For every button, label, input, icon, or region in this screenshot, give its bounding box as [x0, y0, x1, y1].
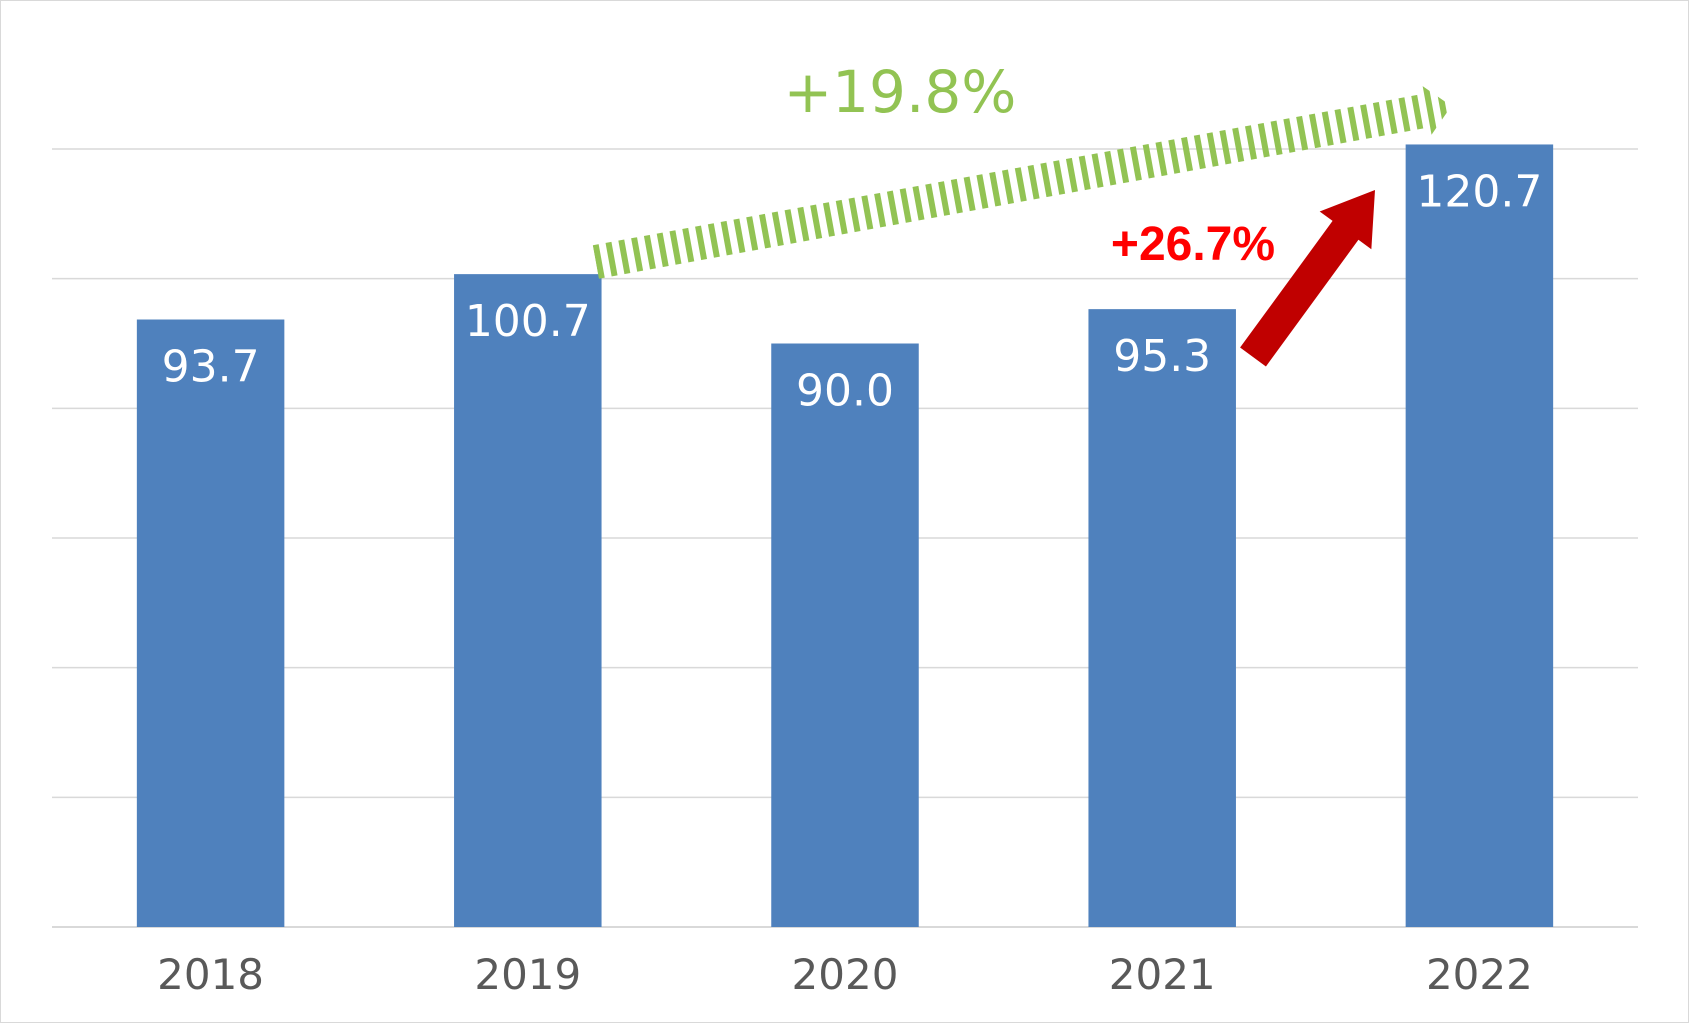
data-label-2018: 93.7: [162, 342, 260, 393]
bar-2019: [454, 274, 602, 928]
x-tick-2021: 2021: [1109, 950, 1216, 999]
annotation-total-growth: +19.8%: [784, 58, 1017, 126]
data-label-2021: 95.3: [1113, 331, 1211, 382]
x-tick-2018: 2018: [157, 950, 264, 999]
x-axis-tick-labels: 2018 2019 2020 2021 2022: [157, 950, 1533, 999]
solid-arrow-body: [1240, 189, 1375, 367]
data-label-2020: 90.0: [796, 366, 894, 417]
x-tick-2019: 2019: [474, 950, 581, 999]
bar-2022: [1405, 144, 1554, 927]
data-label-2022: 120.7: [1416, 166, 1542, 217]
bar-value-labels: 93.7 100.7 90.0 95.3 120.7: [162, 166, 1543, 416]
annotations: +19.8% +26.7%: [592, 58, 1452, 367]
bar-2018: [136, 319, 285, 927]
growth-arrow-solid: [1240, 189, 1375, 367]
bar-2020: [771, 343, 919, 927]
striped-arrow-body: [592, 83, 1452, 279]
bars: [136, 144, 1554, 928]
growth-arrow-striped: [592, 83, 1452, 279]
bar-2021: [1088, 309, 1236, 928]
x-tick-2020: 2020: [792, 950, 899, 999]
data-label-2019: 100.7: [465, 296, 591, 347]
x-tick-2022: 2022: [1426, 950, 1533, 999]
annotation-yoy-growth: +26.7%: [1111, 218, 1275, 271]
